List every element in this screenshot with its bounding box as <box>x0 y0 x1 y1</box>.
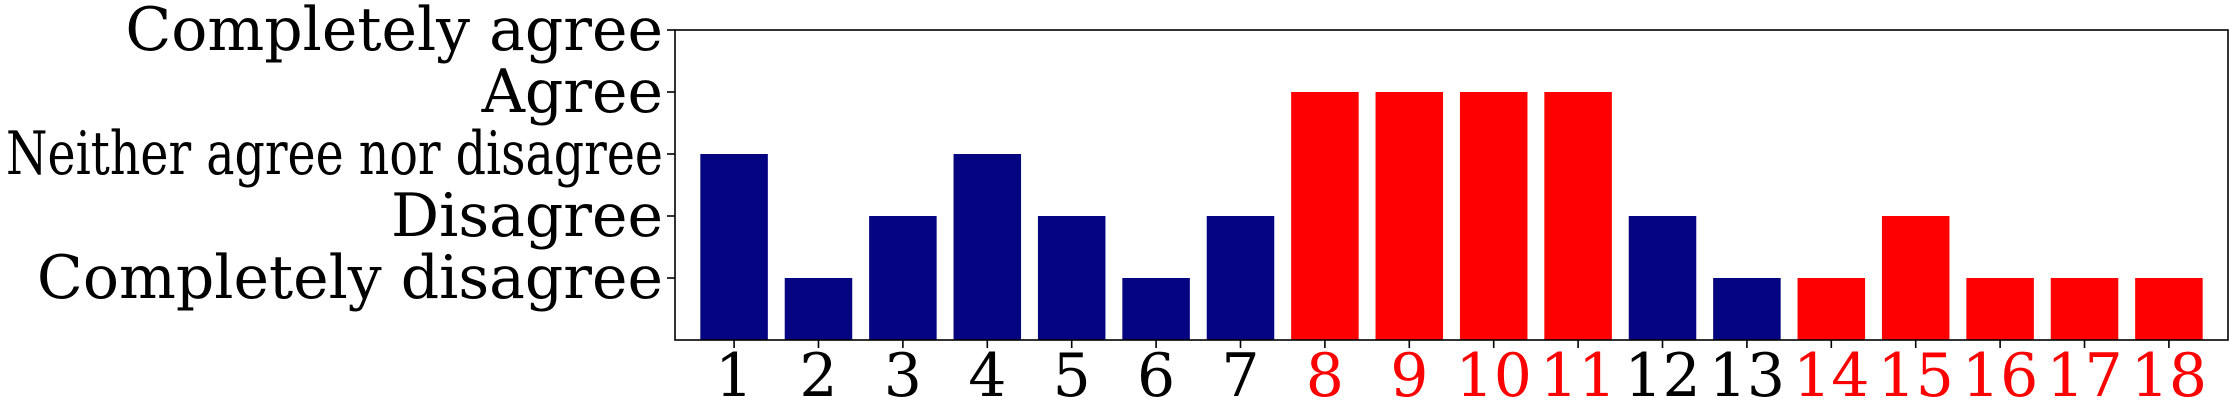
y-tick-label: Agree <box>481 57 663 127</box>
bar-10 <box>1459 92 1528 340</box>
x-tick-label: 9 <box>1390 341 1428 411</box>
bar-13 <box>1713 278 1781 340</box>
bar-17 <box>2050 278 2119 340</box>
x-tick-label: 3 <box>884 341 922 411</box>
bar-7 <box>1206 216 1275 340</box>
bar-5 <box>1037 216 1106 340</box>
y-tick-label: Neither agree nor disagree <box>6 119 663 189</box>
x-tick-label: 11 <box>1540 341 1616 411</box>
bar-2 <box>784 278 853 340</box>
x-tick-label: 15 <box>1878 341 1954 411</box>
x-tick-label: 12 <box>1624 341 1700 411</box>
x-tick-label: 7 <box>1221 341 1259 411</box>
x-tick-label: 10 <box>1456 341 1532 411</box>
bar-15 <box>1881 216 1950 340</box>
bar-18 <box>2135 278 2203 340</box>
bar-4 <box>953 154 1022 340</box>
bar-8 <box>1291 92 1359 340</box>
bars-group <box>700 92 2203 340</box>
bar-12 <box>1628 216 1697 340</box>
x-tick-label: 18 <box>2131 341 2207 411</box>
bar-14 <box>1797 278 1866 340</box>
bar-9 <box>1375 92 1444 340</box>
x-tick-label: 2 <box>799 341 837 411</box>
bar-6 <box>1122 278 1190 340</box>
x-tick-label: 16 <box>1962 341 2038 411</box>
y-tick-label: Completely agree <box>125 0 663 65</box>
bar-1 <box>700 154 768 340</box>
y-tick-label: Completely disagree <box>37 243 663 313</box>
x-tick-label: 4 <box>968 341 1006 411</box>
x-axis: 1 2 3 4 5 6 7 8 9 10 11 12 13 14 15 16 17 18 <box>715 340 2207 411</box>
bar-16 <box>1966 278 2034 340</box>
x-tick-label: 5 <box>1053 341 1091 411</box>
bar-11 <box>1544 92 1612 340</box>
y-tick-label: Disagree <box>391 181 663 251</box>
bar-3 <box>869 216 937 340</box>
x-tick-label: 17 <box>2046 341 2122 411</box>
x-tick-label: 6 <box>1137 341 1175 411</box>
plot-frame <box>674 29 2229 341</box>
x-tick-label: 8 <box>1306 341 1344 411</box>
x-tick-label: 14 <box>1793 341 1869 411</box>
x-tick-label: 13 <box>1709 341 1785 411</box>
x-tick-label: 1 <box>715 341 753 411</box>
